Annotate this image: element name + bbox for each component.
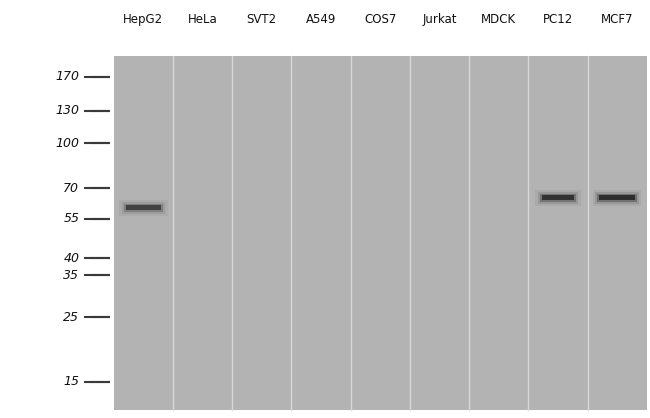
Bar: [595, 191, 639, 204]
Bar: [593, 189, 642, 206]
Text: 130: 130: [55, 104, 79, 117]
Text: 25: 25: [63, 311, 79, 324]
Text: PC12: PC12: [543, 13, 573, 25]
Bar: [173, 56, 232, 410]
Bar: [114, 56, 173, 410]
Text: 15: 15: [63, 375, 79, 388]
Bar: [541, 195, 574, 200]
Bar: [540, 194, 576, 201]
Bar: [114, 56, 647, 410]
Bar: [535, 189, 580, 206]
Bar: [588, 56, 647, 410]
Text: 170: 170: [55, 70, 79, 83]
Text: Jurkat: Jurkat: [422, 13, 457, 25]
Bar: [597, 194, 637, 201]
Bar: [119, 199, 168, 216]
Text: HepG2: HepG2: [124, 13, 163, 25]
Text: 55: 55: [63, 212, 79, 225]
Text: 35: 35: [63, 269, 79, 282]
Bar: [125, 205, 161, 210]
Bar: [232, 56, 291, 410]
Text: MCF7: MCF7: [601, 13, 633, 25]
Bar: [469, 56, 528, 410]
Text: SVT2: SVT2: [247, 13, 277, 25]
Bar: [599, 195, 635, 200]
Bar: [291, 56, 350, 410]
Bar: [528, 56, 588, 410]
Text: 70: 70: [63, 182, 79, 195]
Text: 100: 100: [55, 137, 79, 150]
Text: A549: A549: [306, 13, 336, 25]
Text: HeLa: HeLa: [188, 13, 218, 25]
Text: MDCK: MDCK: [481, 13, 516, 25]
Bar: [124, 204, 163, 212]
Bar: [350, 56, 410, 410]
Text: COS7: COS7: [364, 13, 396, 25]
Bar: [538, 191, 578, 204]
Text: 40: 40: [63, 252, 79, 265]
Bar: [122, 201, 165, 214]
Bar: [410, 56, 469, 410]
